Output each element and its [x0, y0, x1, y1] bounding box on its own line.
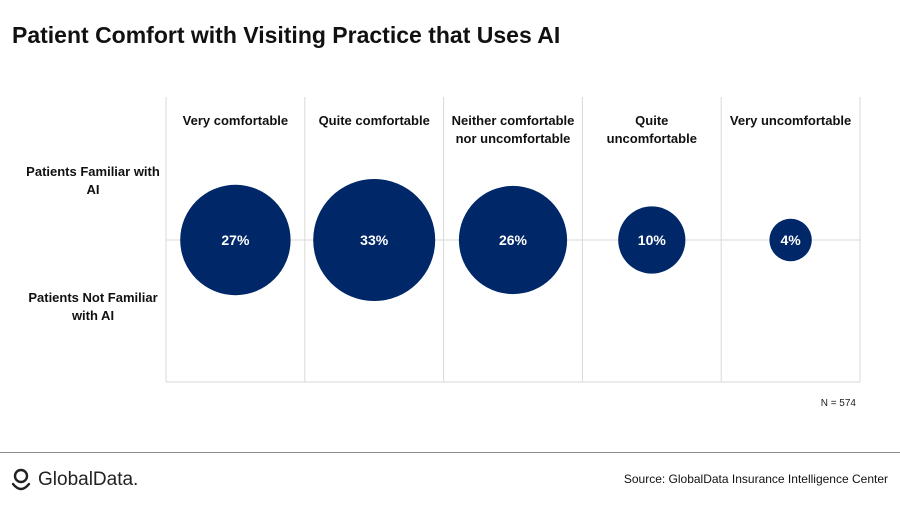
column-label: Neither comfortable nor uncomfortable	[452, 113, 575, 146]
logo-text: GlobalData.	[38, 469, 139, 490]
column-label-line: Neither comfortable	[452, 113, 575, 128]
bubbles: 27% 33% 26% 10% 4%	[180, 179, 812, 301]
column-labels: Very comfortable Quite comfortable Neither…	[183, 113, 852, 146]
row-label-not-familiar: Patients Not Familiar with AI	[28, 290, 158, 323]
footer-divider	[0, 452, 900, 453]
globaldata-logo-icon	[11, 468, 31, 491]
bubble-value-label: 26%	[499, 232, 528, 248]
globaldata-logo: GlobalData.	[10, 465, 138, 495]
sample-size-note: N = 574	[820, 398, 856, 409]
bubble-value-label: 33%	[360, 232, 389, 248]
bubble	[769, 218, 812, 262]
column-label-line: Very comfortable	[183, 113, 289, 128]
chart-title: Patient Comfort with Visiting Practice t…	[12, 22, 561, 48]
column-label-line: uncomfortable	[607, 131, 697, 146]
bubble-value-label: 27%	[221, 232, 250, 248]
bubble-value-label: 4%	[780, 232, 801, 248]
bubble	[180, 184, 291, 296]
bubble	[313, 179, 436, 301]
bubble-value-label: 10%	[638, 232, 667, 248]
column-label-line: Very uncomfortable	[730, 113, 851, 128]
row-label-familiar: Patients Familiar with AI	[26, 164, 160, 197]
column-label-line: Quite comfortable	[319, 113, 430, 128]
column-label: Quite uncomfortable	[607, 113, 697, 146]
source-note: Source: GlobalData Insurance Intelligenc…	[623, 472, 888, 486]
bubble	[618, 206, 686, 274]
bubble	[458, 185, 568, 295]
column-label-line: nor uncomfortable	[456, 131, 571, 146]
column-label: Quite comfortable	[319, 113, 430, 128]
chart-grid	[165, 97, 861, 383]
column-label-line: Quite	[635, 113, 668, 128]
column-label: Very uncomfortable	[730, 113, 851, 128]
column-label: Very comfortable	[183, 113, 289, 128]
